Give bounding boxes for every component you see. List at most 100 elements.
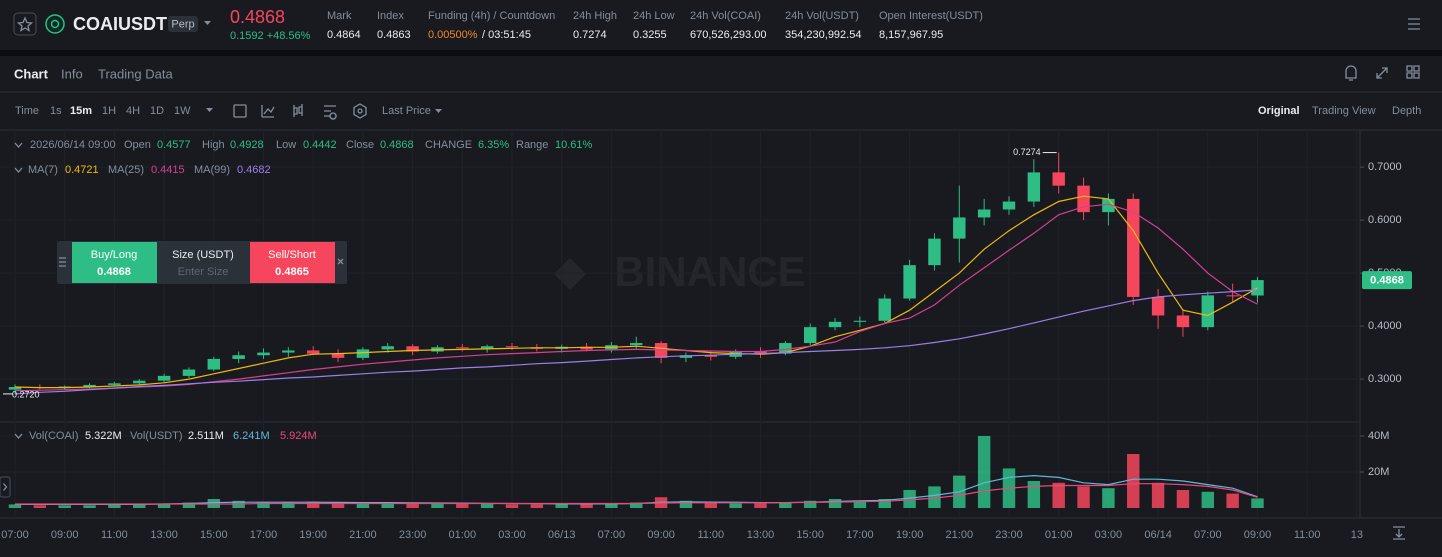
volume-bar [977,436,991,508]
scroll-to-end[interactable] [1393,526,1405,540]
interval-dropdown[interactable] [206,108,213,112]
price-type-dropdown[interactable] [435,109,442,113]
volume-bar [1201,491,1215,508]
alert-icon[interactable] [1345,65,1357,81]
candle-body [1077,185,1090,213]
y-tick-label: 0.6000 [1368,214,1402,226]
indicator-icon[interactable] [261,105,275,118]
view-option[interactable]: Original [1258,105,1300,117]
volume-bar [1027,481,1041,508]
volume-value: 2.511M [188,430,224,442]
volume-bar [282,502,295,508]
volume-bar [431,503,444,508]
volume-name: Vol(USDT) [130,430,183,442]
interval[interactable]: 1W [174,105,191,117]
price-tag-bg [1362,271,1412,290]
legend-label: CHANGE [425,139,472,151]
tab[interactable]: Chart [14,66,49,81]
interval[interactable]: 1H [102,105,116,117]
favorite-button[interactable] [13,12,37,36]
x-tick-label: 11:00 [101,529,128,541]
volume-bar [754,503,767,508]
moving-average-line [14,203,1258,392]
x-tick-label: 15:00 [796,529,824,541]
x-tick-label: 07:00 [1,529,29,541]
stat-label: Funding (4h) / Countdown [428,10,555,22]
volume-bar [1127,454,1140,508]
x-tick-label: 19:00 [896,529,924,541]
ma-name: MA(25) [108,164,144,176]
ma-value: 0.4721 [65,164,99,176]
view-option[interactable]: Depth [1392,105,1421,117]
legend-toggle[interactable] [14,433,23,439]
tab[interactable]: Info [61,66,83,81]
expand-icon[interactable] [1376,67,1388,79]
coin-logo-inner [50,19,60,29]
x-tick-label: 03:00 [1095,529,1123,541]
legend-label: Range [516,139,548,151]
interval[interactable]: 1D [150,105,164,117]
side-toggle[interactable] [0,476,11,498]
settings-list-icon[interactable] [324,105,337,120]
candle-body [8,387,22,390]
volume-bar [406,503,419,508]
volume-bar [679,500,693,508]
y-tick-label: 40M [1368,430,1389,442]
candle-body [1251,280,1264,296]
stat-value: 0.4863 [377,29,411,41]
legend-toggle[interactable] [14,167,23,173]
x-tick-label: 13:00 [150,529,178,541]
interval[interactable]: 15m [70,105,92,117]
x-tick-label: 11:00 [1294,529,1321,541]
drag-handle[interactable] [59,257,66,267]
volume-bar [356,502,370,508]
candle-body [406,346,419,352]
candle-body [953,217,966,239]
moving-average-line [14,195,1258,389]
interval[interactable]: 4H [126,105,140,117]
legend-label: Low [276,139,296,151]
view-option[interactable]: Trading View [1312,105,1376,117]
x-tick-label: 17:00 [846,529,874,541]
candle-body [480,346,494,349]
candle-body [182,369,196,376]
plot-area: 0.7274 0.2720 [3,147,1264,508]
volume-bar [803,500,817,508]
quick-order-panel: Buy/Long 0.4868 Size (USDT) Enter Size S… [57,241,347,284]
x-tick-label: 21:00 [349,529,377,541]
layout-icon[interactable] [1406,65,1420,79]
volume-bar [133,504,146,508]
x-tick-label: 13:00 [747,529,775,541]
x-tick-label: 23:00 [399,529,427,541]
top-bar [0,0,1442,50]
x-tick-label: 09:00 [51,529,79,541]
calendar-icon[interactable] [233,104,247,118]
volume-bar [704,502,718,508]
interval[interactable]: 1s [50,105,62,117]
tab[interactable]: Trading Data [98,66,173,81]
buy-button[interactable] [72,242,157,283]
close-button[interactable] [337,258,344,265]
sell-button[interactable] [250,242,335,283]
candle-body [83,384,96,387]
stat-label: Open Interest(USDT) [879,10,983,22]
candle-body [133,380,146,384]
candle-body [1127,198,1140,297]
countdown: / 03:51:45 [482,29,531,41]
buy-price: 0.4868 [97,266,131,278]
menu-icon[interactable] [1408,18,1420,30]
volume-bar [8,504,22,508]
symbol-dropdown[interactable] [204,21,211,25]
settings-icon[interactable] [353,103,367,119]
chart-type-icon[interactable] [293,104,303,117]
y-tick-label: 20M [1368,466,1389,478]
size-input[interactable]: Enter Size [178,266,229,278]
price-type[interactable]: Last Price [382,105,431,117]
x-tick-label: 03:00 [498,529,526,541]
candle-body [1151,296,1165,316]
stat-value: 8,157,967.95 [879,29,943,41]
badge: Perp [171,18,194,30]
y-tick-label: 0.7000 [1368,161,1402,173]
size-label: Size (USDT) [172,249,234,261]
legend-toggle[interactable] [14,142,23,148]
